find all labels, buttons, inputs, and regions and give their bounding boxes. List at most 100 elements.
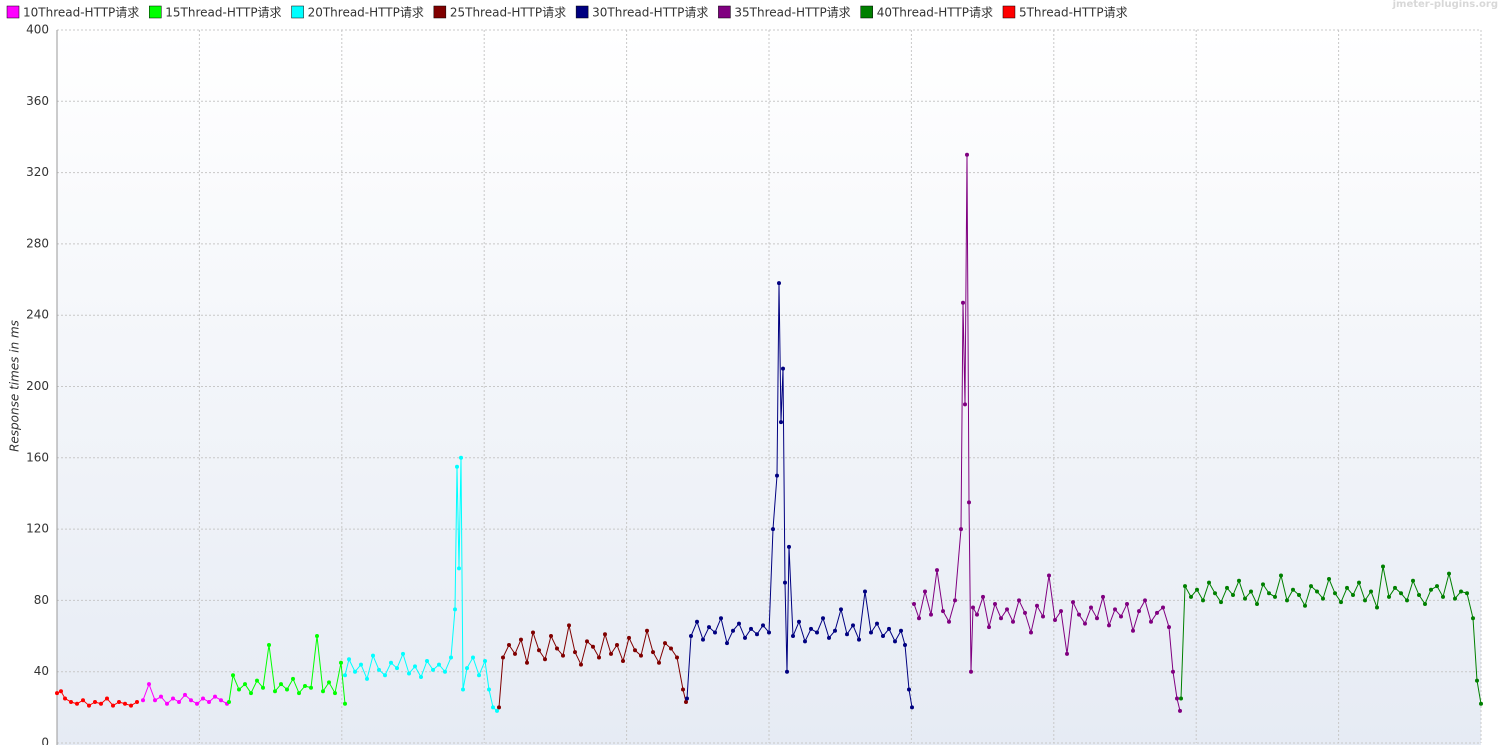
legend-swatch (6, 5, 20, 19)
data-point (1357, 580, 1361, 585)
data-point (685, 696, 689, 701)
data-point (1171, 669, 1175, 674)
data-point (1179, 696, 1183, 701)
y-tick-label: 360 (26, 94, 49, 108)
data-point (437, 662, 441, 667)
data-point (1195, 587, 1199, 592)
y-tick-label: 0 (41, 736, 49, 745)
watermark: jmeter-plugins.org (1392, 0, 1498, 10)
data-point (857, 637, 861, 642)
data-point (953, 598, 957, 603)
y-tick-label: 40 (34, 664, 49, 678)
data-point (1351, 593, 1355, 598)
data-point (663, 641, 667, 646)
data-point (781, 366, 785, 371)
data-point (839, 607, 843, 612)
data-point (461, 687, 465, 692)
data-point (1393, 585, 1397, 590)
data-point (597, 655, 601, 660)
data-point (803, 639, 807, 644)
data-point (255, 678, 259, 683)
y-tick-label: 80 (34, 593, 49, 607)
data-point (327, 680, 331, 685)
data-point (1429, 587, 1433, 592)
legend-swatch (718, 5, 731, 19)
data-point (965, 152, 969, 157)
data-point (917, 616, 921, 621)
data-point (684, 700, 688, 705)
data-point (117, 700, 121, 705)
data-point (457, 566, 461, 571)
data-point (961, 300, 965, 305)
data-point (177, 700, 181, 705)
data-point (413, 664, 417, 669)
data-point (907, 687, 911, 692)
data-point (701, 637, 705, 642)
data-point (227, 700, 231, 705)
data-point (537, 648, 541, 653)
data-point (407, 671, 411, 676)
data-point (815, 630, 819, 635)
data-point (1291, 587, 1295, 592)
data-point (783, 580, 787, 585)
data-point (55, 691, 59, 696)
data-point (549, 634, 553, 639)
data-point (651, 650, 655, 655)
data-point (1149, 619, 1153, 624)
data-point (969, 669, 973, 674)
data-point (555, 646, 559, 651)
data-point (935, 568, 939, 573)
data-point (1183, 584, 1187, 589)
data-point (321, 689, 325, 694)
data-point (201, 696, 205, 701)
data-point (249, 691, 253, 696)
data-point (967, 500, 971, 505)
data-point (165, 701, 169, 706)
data-point (389, 660, 393, 665)
data-point (141, 698, 145, 703)
data-point (912, 601, 916, 606)
data-point (761, 623, 765, 628)
data-point (495, 708, 499, 713)
data-point (1155, 610, 1159, 615)
data-point (1119, 614, 1123, 619)
data-point (465, 666, 469, 671)
data-point (1011, 619, 1015, 624)
data-point (910, 705, 914, 710)
data-point (591, 644, 595, 649)
data-point (93, 700, 97, 705)
data-point (297, 691, 301, 696)
data-point (315, 634, 319, 639)
data-point (1231, 593, 1235, 598)
y-axis-label: Response times in ms (8, 320, 22, 452)
data-point (621, 659, 625, 664)
data-point (1297, 593, 1301, 598)
data-point (1005, 607, 1009, 612)
data-point (443, 669, 447, 674)
data-point (1333, 591, 1337, 596)
data-point (531, 630, 535, 635)
data-point (513, 651, 517, 656)
data-point (657, 660, 661, 665)
legend-label: 15Thread-HTTP请求 (165, 6, 281, 20)
data-point (833, 628, 837, 633)
data-point (365, 676, 369, 681)
data-point (999, 616, 1003, 621)
data-point (719, 616, 723, 621)
data-point (1267, 591, 1271, 596)
data-point (737, 621, 741, 626)
data-point (749, 626, 753, 631)
data-point (1125, 601, 1129, 606)
data-point (869, 630, 873, 635)
data-point (1143, 598, 1147, 603)
data-point (501, 655, 505, 660)
data-point (1375, 605, 1379, 610)
data-point (75, 701, 79, 706)
data-point (767, 630, 771, 635)
data-point (609, 651, 613, 656)
data-point (993, 601, 997, 606)
data-point (797, 619, 801, 624)
y-tick-label: 240 (26, 308, 49, 322)
data-point (219, 698, 223, 703)
data-point (1459, 589, 1463, 594)
